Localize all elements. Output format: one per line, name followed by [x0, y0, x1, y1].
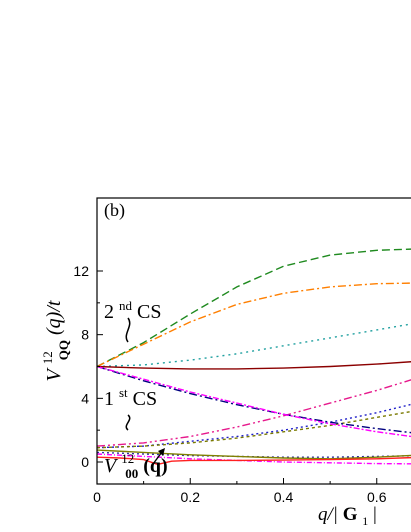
- series-line-1: [96, 248, 411, 368]
- y-tick-label: 8: [81, 327, 89, 343]
- v00-arrowhead: [158, 448, 165, 456]
- tick-group: 00.20.40.60.804812: [73, 263, 387, 505]
- x-tick-label: 0.2: [181, 489, 201, 505]
- x-tick-label: 0.6: [367, 489, 387, 505]
- ylabel-sub: QQ: [56, 340, 71, 360]
- x-tick-label: 0: [93, 489, 101, 505]
- series-line-13: [96, 456, 411, 466]
- x-axis-label: q/| G 1 |: [318, 504, 377, 530]
- annotation-1st-cs: 1 st CS: [104, 380, 157, 410]
- cs2-rest: CS: [137, 301, 161, 323]
- xlabel-prefix: q/|: [318, 504, 338, 525]
- cs1-bracket: [125, 414, 131, 431]
- v00-base: V: [104, 455, 119, 477]
- y-tick-label: 0: [81, 454, 89, 470]
- v00-sub: 00: [125, 466, 138, 481]
- series-line-2: [96, 282, 411, 368]
- svg-text:V 12 QQ (q)/: V 12 QQ (q)/t: [35, 300, 73, 381]
- cs1-rest: CS: [133, 388, 157, 410]
- cs2-bracket: [125, 317, 131, 343]
- series-line-4: [96, 361, 411, 370]
- cs1-text: 1: [104, 388, 114, 410]
- series-line-3: [96, 323, 411, 368]
- xlabel-bold: G: [343, 504, 358, 525]
- x-tick-label: 0.4: [274, 489, 294, 505]
- y-axis-label: V 12 QQ (q)/t: [35, 300, 73, 381]
- v00-arrow: [152, 451, 163, 465]
- ylabel-rest: (q)/t: [43, 300, 65, 335]
- cs1-sup: st: [119, 385, 128, 400]
- v00-rest: (q): [143, 455, 167, 477]
- xlabel-suffix: |: [373, 504, 377, 525]
- series-line-7: [96, 410, 411, 449]
- series-line-11: [96, 453, 411, 465]
- y-tick-label: 4: [81, 390, 89, 406]
- series-line-6: [96, 403, 411, 449]
- annotation-v00: V 12 00 (q): [104, 446, 168, 483]
- series-group: [96, 248, 411, 466]
- cs2-sup: nd: [119, 298, 133, 313]
- series-line-5: [96, 379, 411, 447]
- y-tick-label: 12: [73, 263, 89, 279]
- cs2-text: 2: [104, 301, 114, 323]
- series-line-9: [96, 365, 411, 438]
- v00-sup: 12: [121, 451, 134, 466]
- annotation-2nd-cs: 2 nd CS: [104, 293, 161, 323]
- series-line-12: [96, 449, 411, 460]
- plot-frame: [96, 197, 411, 485]
- panel-label: (b): [104, 200, 125, 221]
- ylabel-sup: 12: [40, 351, 55, 364]
- ylabel-base: V: [43, 366, 65, 381]
- xlabel-sub: 1: [362, 514, 368, 528]
